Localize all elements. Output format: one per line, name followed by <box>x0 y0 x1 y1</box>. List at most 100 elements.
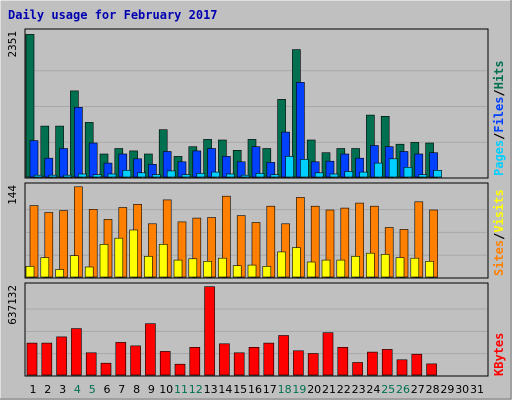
y-max-label: 144 <box>6 185 19 205</box>
bar-kbytes-day-15 <box>233 352 245 376</box>
day-axis: 1 2 3 4 5 6 7 8 9 10 11 12 13 14 15 16 17 18 19 20 21 22 23 24 2… <box>30 383 485 396</box>
bar-visits-day-20 <box>306 261 316 278</box>
bar-files-day-16 <box>251 146 261 178</box>
day-label-5: 5 <box>89 383 96 396</box>
day-label-16: 16 <box>248 383 262 396</box>
day-label-10: 10 <box>159 383 173 396</box>
bar-pages-day-3 <box>63 174 72 178</box>
bar-kbytes-day-13 <box>204 286 215 376</box>
bar-visits-day-26 <box>395 257 405 278</box>
bar-visits-day-19 <box>292 247 301 278</box>
panel-legend: Pages/Files/Hits <box>492 60 506 176</box>
day-label-1: 1 <box>30 383 37 396</box>
bar-visits-day-25 <box>380 254 390 278</box>
bar-visits-day-6 <box>99 244 109 278</box>
day-label-14: 14 <box>218 383 232 396</box>
day-label-2: 2 <box>44 383 51 396</box>
bar-visits-day-1 <box>25 266 35 278</box>
day-label-31: 31 <box>470 383 484 396</box>
bar-files-day-12 <box>192 150 202 178</box>
legend-visits: Visits <box>492 189 506 232</box>
bar-files-day-15 <box>236 161 246 178</box>
bar-visits-day-21 <box>321 259 331 278</box>
bar-visits-day-23 <box>351 255 360 278</box>
bar-pages-day-8 <box>137 172 146 178</box>
bar-visits-day-11 <box>173 259 183 278</box>
bar-pages-day-26 <box>403 167 413 178</box>
bar-kbytes-day-26 <box>396 359 408 376</box>
legend-separator: / <box>492 89 506 96</box>
day-label-17: 17 <box>263 383 277 396</box>
day-label-25: 25 <box>381 383 395 396</box>
bar-kbytes-day-1 <box>26 342 38 376</box>
legend-sites: Sites <box>492 240 506 276</box>
bar-pages-day-7 <box>122 170 132 178</box>
day-label-28: 28 <box>426 383 440 396</box>
bar-kbytes-day-12 <box>189 346 201 376</box>
bar-sites-day-3 <box>59 210 68 278</box>
bar-kbytes-day-14 <box>219 343 230 376</box>
bar-files-day-4 <box>74 107 83 178</box>
bar-files-day-3 <box>59 148 68 178</box>
visits-sites-panel: 144 Sites/Visits <box>6 182 506 279</box>
bar-visits-day-5 <box>84 266 94 278</box>
day-label-21: 21 <box>322 383 336 396</box>
bar-kbytes-day-22 <box>337 346 349 376</box>
bar-kbytes-day-24 <box>367 351 378 376</box>
bar-pages-day-18 <box>285 156 294 178</box>
bar-pages-day-10 <box>166 170 176 178</box>
bar-visits-day-15 <box>232 265 242 278</box>
day-label-11: 11 <box>174 383 188 396</box>
bar-visits-day-3 <box>55 269 64 278</box>
bar-kbytes-day-19 <box>293 350 304 376</box>
bar-files-day-2 <box>44 157 54 178</box>
chart-panels: 2351Pages/Files/Hits144Sites/Visits63713… <box>6 28 506 377</box>
bar-pages-day-11 <box>181 174 191 178</box>
bar-pages-day-5 <box>92 174 102 178</box>
day-label-20: 20 <box>307 383 321 396</box>
bar-visits-day-28 <box>425 260 434 278</box>
panel-legend: KBytes <box>492 333 506 376</box>
bar-pages-day-17 <box>270 174 280 178</box>
bar-files-day-27 <box>414 153 424 178</box>
legend-pages: Pages <box>492 140 506 176</box>
day-label-22: 22 <box>337 383 351 396</box>
bar-visits-day-2 <box>40 257 50 278</box>
y-max-label: 637132 <box>6 285 19 325</box>
bar-pages-day-13 <box>211 171 220 178</box>
day-label-18: 18 <box>278 383 292 396</box>
day-label-13: 13 <box>204 383 218 396</box>
bar-kbytes-day-28 <box>426 363 437 376</box>
bar-kbytes-day-20 <box>307 353 319 376</box>
bar-kbytes-day-23 <box>352 362 363 376</box>
series-kbytes <box>26 286 437 376</box>
bar-pages-day-24 <box>374 162 383 178</box>
bar-kbytes-day-25 <box>381 349 393 376</box>
day-label-23: 23 <box>352 383 366 396</box>
day-label-15: 15 <box>233 383 247 396</box>
series-visits <box>25 229 434 278</box>
bar-visits-day-9 <box>144 255 153 278</box>
day-label-3: 3 <box>59 383 66 396</box>
bar-kbytes-day-4 <box>71 328 82 376</box>
bar-visits-day-12 <box>188 258 198 278</box>
day-label-30: 30 <box>455 383 469 396</box>
bar-kbytes-day-16 <box>248 346 260 376</box>
bar-files-day-1 <box>29 140 39 178</box>
bar-pages-day-16 <box>255 173 265 178</box>
day-label-12: 12 <box>189 383 203 396</box>
bar-pages-day-15 <box>240 174 250 178</box>
bar-pages-day-4 <box>78 173 87 178</box>
bar-visits-day-8 <box>129 229 138 278</box>
bar-pages-day-21 <box>329 173 339 178</box>
bar-visits-day-14 <box>218 257 227 278</box>
day-label-19: 19 <box>292 383 306 396</box>
legend-separator: / <box>492 233 506 240</box>
bar-pages-day-14 <box>226 173 235 178</box>
legend-hits: Hits <box>492 60 506 89</box>
bar-pages-day-12 <box>196 173 206 178</box>
bar-kbytes-day-27 <box>411 353 423 376</box>
day-label-7: 7 <box>118 383 125 396</box>
